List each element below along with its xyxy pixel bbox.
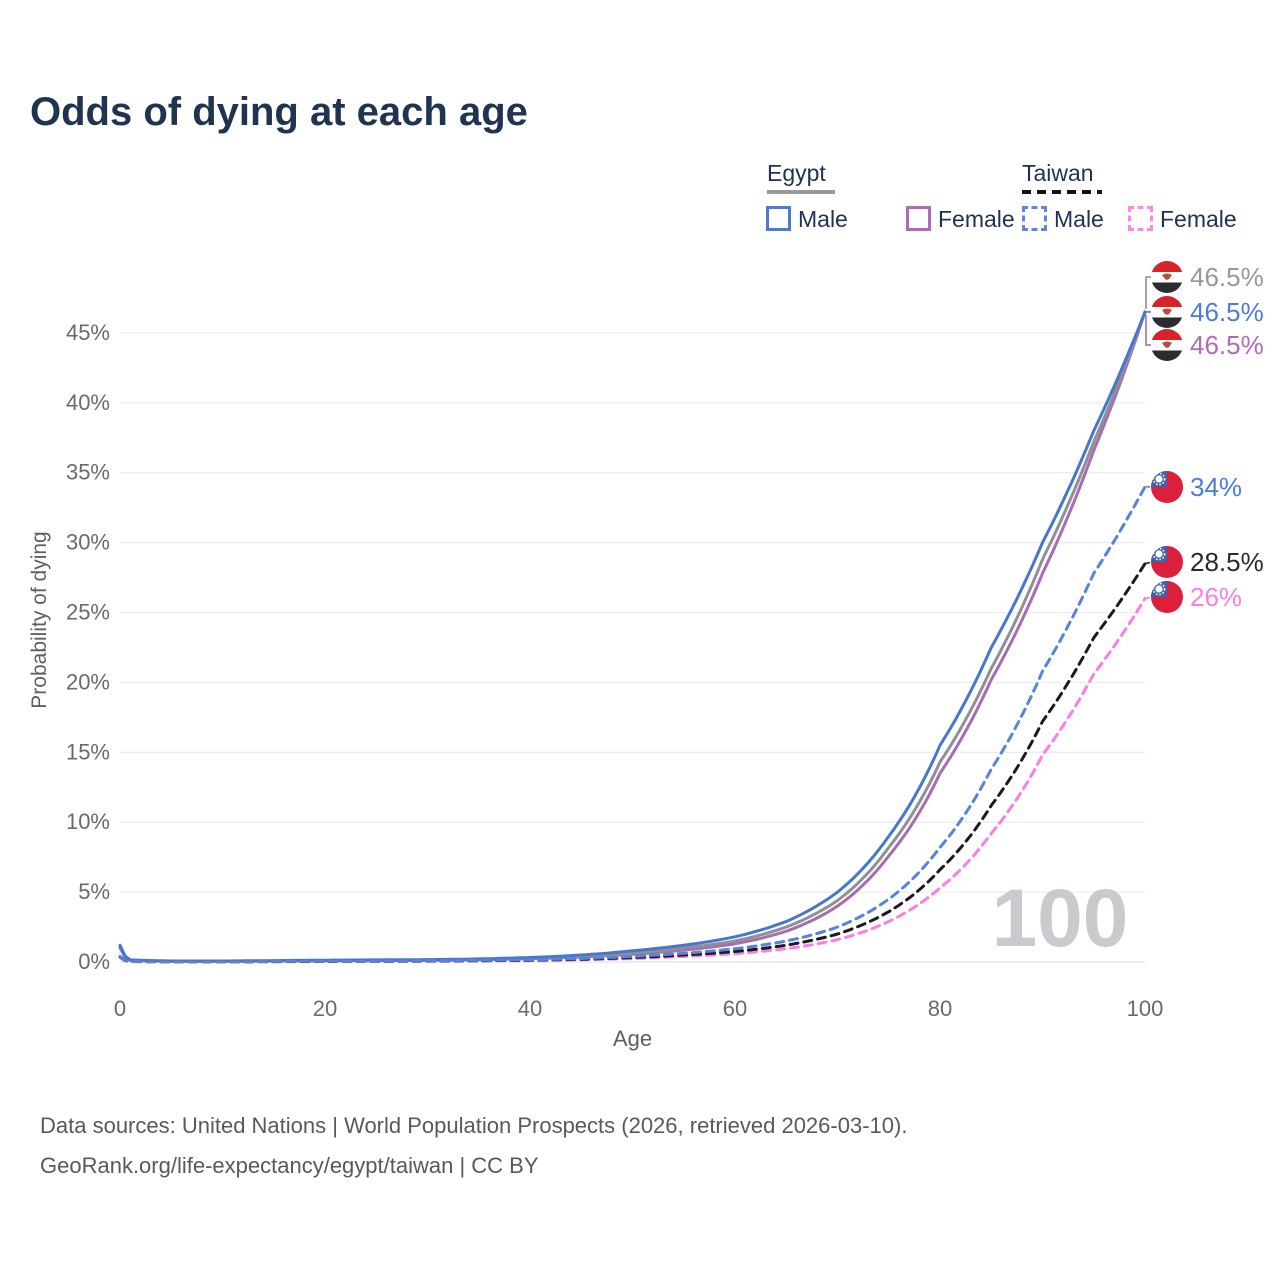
y-tick-label: 45% — [66, 320, 110, 345]
legend-checkbox-taiwan-male[interactable] — [1022, 206, 1047, 231]
leader-line-egypt-both — [1145, 276, 1151, 309]
x-tick-label: 0 — [114, 996, 126, 1021]
y-tick-label: 5% — [78, 879, 110, 904]
legend-taiwan-header[interactable]: Taiwan — [1022, 160, 1102, 194]
legend-egypt-label[interactable]: Egypt — [767, 160, 826, 186]
x-tick-label: 80 — [928, 996, 952, 1021]
flag-egypt-female — [1151, 329, 1183, 361]
x-tick-label: 20 — [313, 996, 337, 1021]
series-line-taiwan-male — [118, 485, 1147, 964]
y-tick-label: 20% — [66, 669, 110, 694]
legend-egypt-underline — [767, 190, 835, 194]
y-tick-label: 35% — [66, 460, 110, 485]
page-title: Odds of dying at each age — [30, 90, 528, 134]
legend-egypt-header[interactable]: Egypt — [767, 160, 835, 194]
legend-taiwan-label[interactable]: Taiwan — [1022, 160, 1094, 186]
flag-egypt-both — [1151, 261, 1183, 293]
y-tick-label: 30% — [66, 530, 110, 555]
legend-checkbox-egypt-female[interactable] — [906, 206, 931, 231]
end-label-egypt-male: 46.5% — [1190, 297, 1264, 327]
y-tick-label: 0% — [78, 949, 110, 974]
egypt-flag-icon — [1151, 329, 1183, 361]
x-tick-label: 100 — [1127, 996, 1164, 1021]
end-label-egypt-both: 46.5% — [1190, 262, 1264, 292]
x-axis-title: Age — [613, 1026, 652, 1051]
legend-taiwan-underline — [1022, 190, 1102, 194]
x-tick-label: 60 — [723, 996, 747, 1021]
footer-sources-line: Data sources: United Nations | World Pop… — [40, 1113, 908, 1138]
legend-taiwan-female-label[interactable]: Female — [1160, 206, 1237, 232]
x-tick-label: 40 — [518, 996, 542, 1021]
legend-checkbox-taiwan-female[interactable] — [1128, 206, 1153, 231]
flag-taiwan-both — [1151, 546, 1183, 578]
legend-egypt-female-label[interactable]: Female — [938, 206, 1015, 232]
leader-line-taiwan-female — [1145, 596, 1152, 600]
end-label-taiwan-both: 28.5% — [1190, 547, 1264, 577]
egypt-flag-icon — [1151, 261, 1183, 293]
leader-line-egypt-female — [1145, 314, 1151, 346]
taiwan-flag-icon — [1151, 581, 1183, 613]
y-tick-label: 25% — [66, 600, 110, 625]
series-line-egypt-both — [118, 310, 1147, 963]
series-line-egypt-female — [118, 310, 1147, 963]
end-label-taiwan-male: 34% — [1190, 472, 1242, 502]
data-source-footer: Data sources: United Nations | World Pop… — [40, 1106, 907, 1186]
flag-taiwan-female — [1151, 581, 1183, 613]
egypt-flag-icon — [1151, 296, 1183, 328]
y-tick-label: 40% — [66, 390, 110, 415]
footer-attribution-line: GeoRank.org/life-expectancy/egypt/taiwan… — [40, 1153, 539, 1178]
taiwan-flag-icon — [1151, 546, 1183, 578]
series-line-egypt-male — [118, 310, 1147, 963]
flag-egypt-male — [1151, 296, 1183, 328]
chart-watermark: 100 — [992, 873, 1129, 964]
y-tick-label: 15% — [66, 739, 110, 764]
legend-checkbox-egypt-male[interactable] — [766, 206, 791, 231]
leader-line-taiwan-both — [1145, 561, 1152, 565]
y-axis-title: Probability of dying — [28, 531, 51, 708]
taiwan-flag-icon — [1151, 471, 1183, 503]
y-tick-label: 10% — [66, 809, 110, 834]
legend-taiwan-male-label[interactable]: Male — [1054, 206, 1104, 232]
legend-egypt-male-label[interactable]: Male — [798, 206, 848, 232]
end-label-egypt-female: 46.5% — [1190, 330, 1264, 360]
end-label-taiwan-female: 26% — [1190, 582, 1242, 612]
flag-taiwan-male — [1151, 471, 1183, 503]
